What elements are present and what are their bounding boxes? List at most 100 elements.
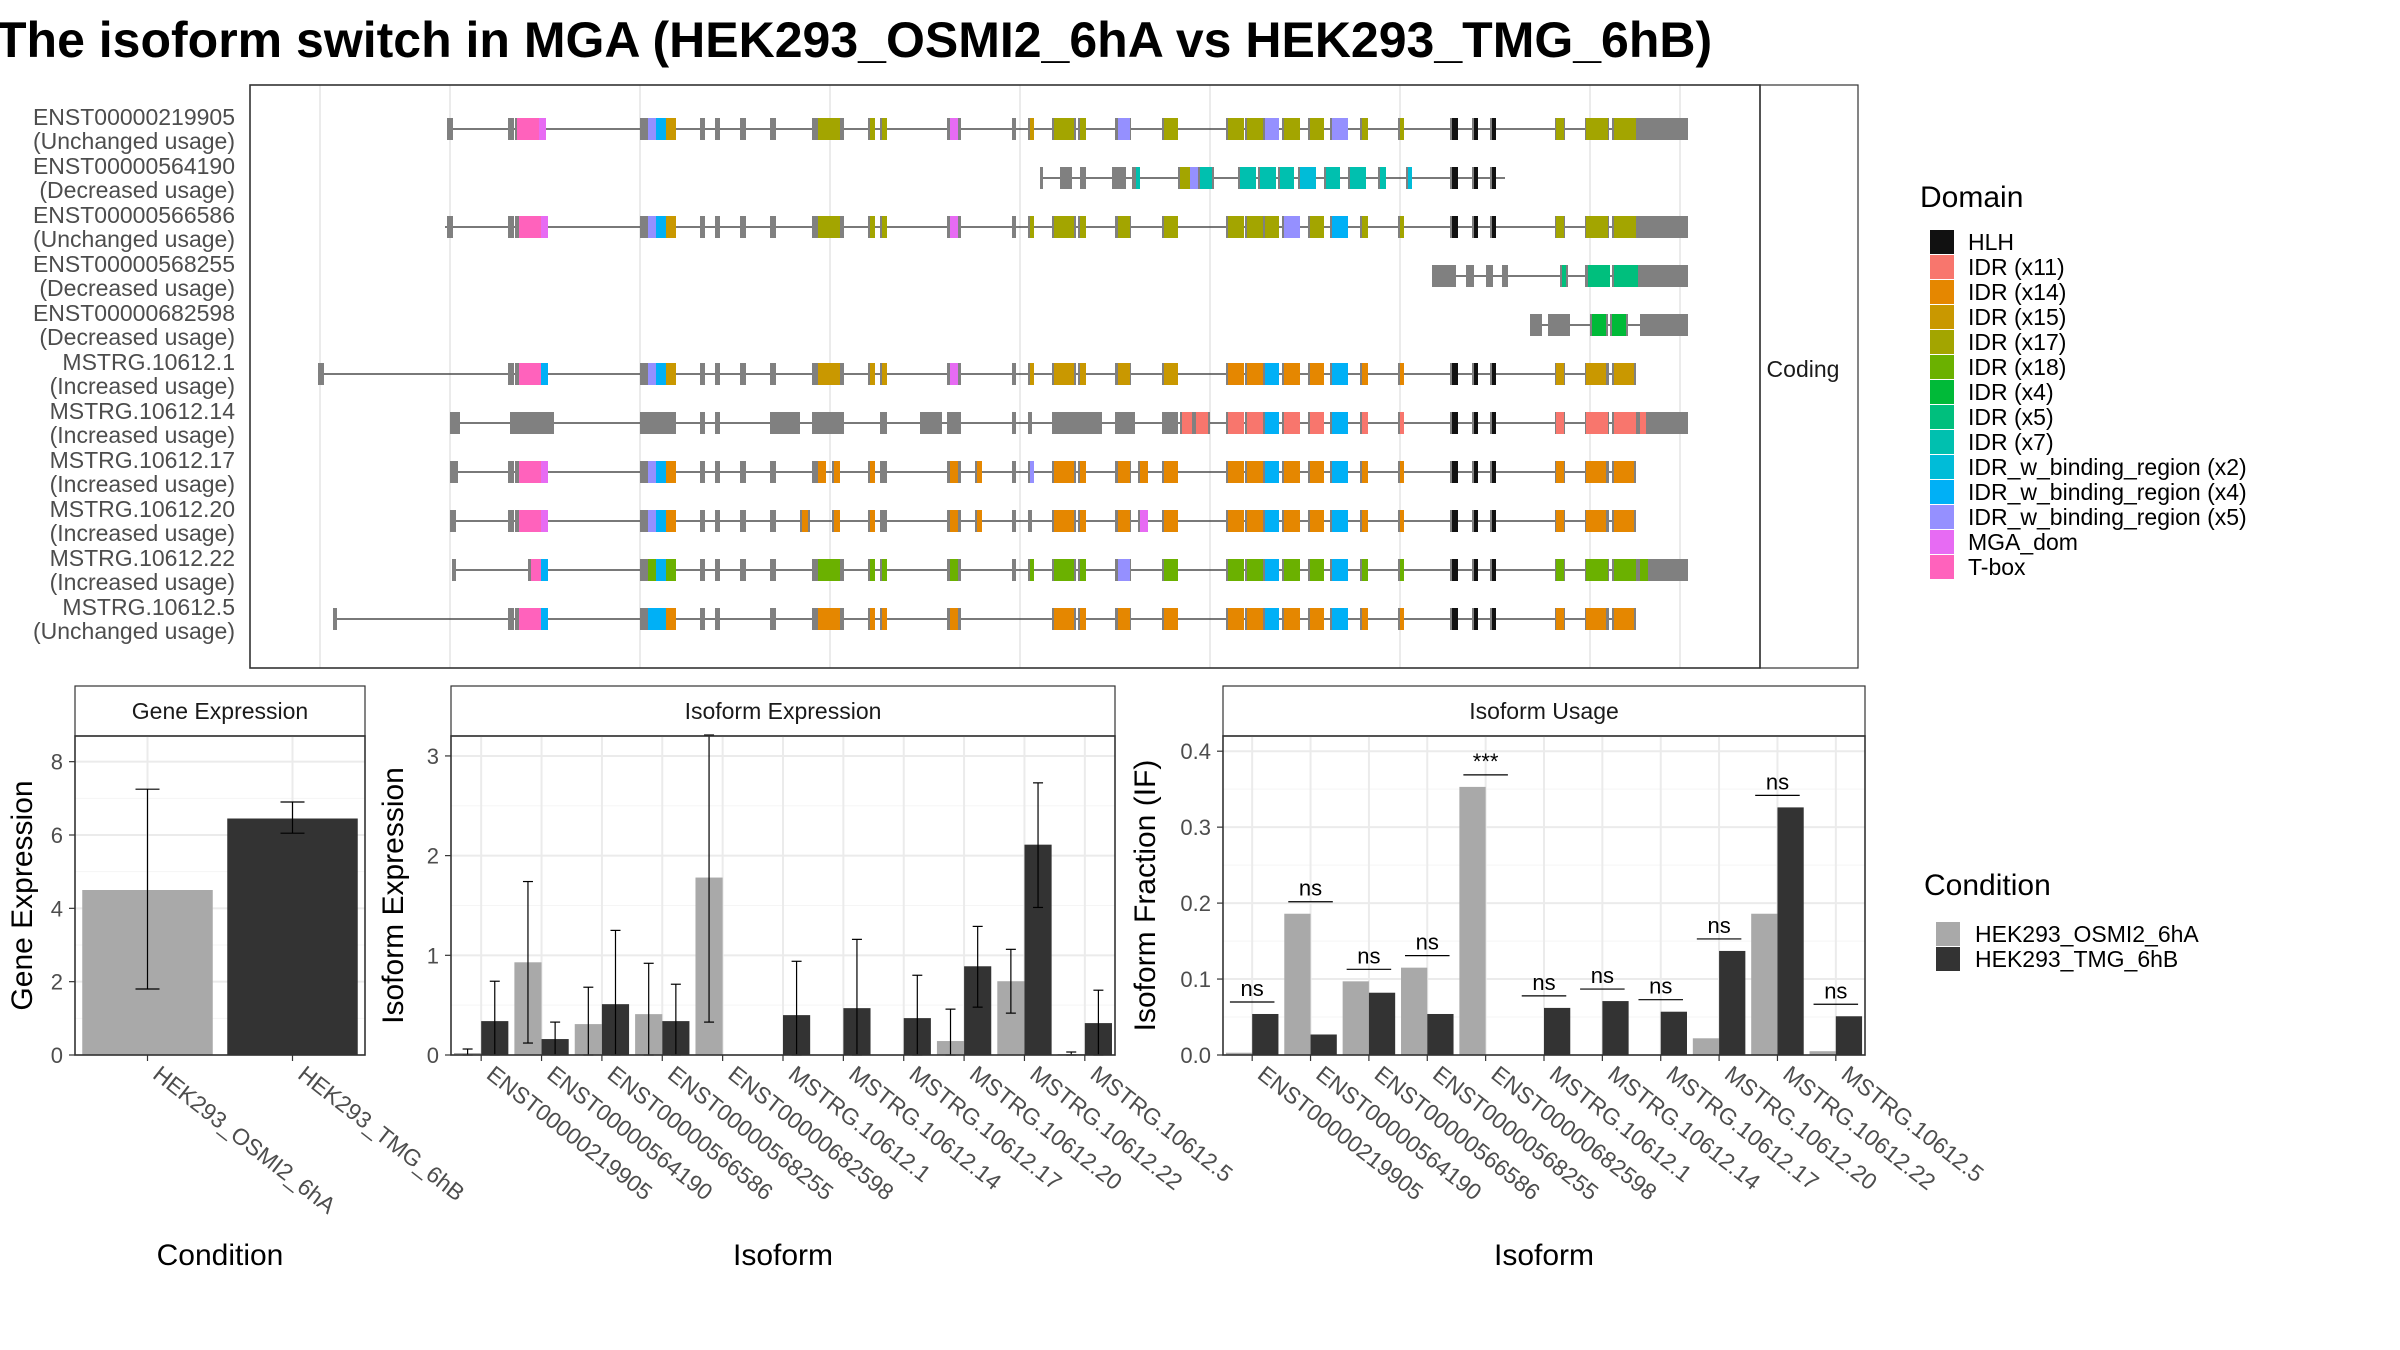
domain-legend-label: IDR_w_binding_region (x4) (1968, 479, 2247, 505)
exon-block (1060, 167, 1072, 189)
domain-block (1592, 314, 1606, 336)
condition-legend-label: HEK293_TMG_6hB (1975, 946, 2178, 972)
y-tick-label: 0.2 (1180, 891, 1211, 916)
domain-block (1310, 559, 1324, 581)
panel-title: Isoform Usage (1469, 698, 1619, 724)
panel-strip (1222, 685, 1866, 737)
domain-block (1284, 461, 1300, 483)
domain-block (818, 118, 840, 140)
domain-block (870, 216, 875, 238)
domain-block (1452, 216, 1458, 238)
exon-block (770, 363, 776, 385)
exon-block (700, 510, 705, 532)
isoform-label-usage: (Increased usage) (50, 422, 235, 448)
exon-block (1012, 559, 1016, 581)
domain-block (1247, 363, 1263, 385)
domain-block (1492, 510, 1496, 532)
domain-block (1474, 461, 1478, 483)
domain-block (1118, 559, 1130, 581)
domain-block (1190, 167, 1198, 189)
exon-block (880, 510, 887, 532)
domain-block (1474, 510, 1478, 532)
domain-block (1452, 167, 1458, 189)
exon-block (740, 510, 746, 532)
bar (1602, 1001, 1629, 1055)
domain-block (1556, 461, 1564, 483)
y-tick-label: 0.1 (1180, 967, 1211, 992)
isoform-structure-row (450, 461, 1636, 483)
exon-block (1640, 265, 1688, 287)
y-tick-label: 0 (51, 1043, 63, 1068)
domain-block (950, 559, 958, 581)
domain-block (1556, 559, 1564, 581)
domain-block (1492, 216, 1496, 238)
domain-block (1452, 461, 1458, 483)
domain-block (1265, 510, 1279, 532)
domain-block (1284, 216, 1300, 238)
exon-block (880, 412, 887, 434)
exon-block (1640, 412, 1688, 434)
bar (1252, 1013, 1279, 1055)
isoform-usage-panel: Isoform Usage ns ns ns ns *** ns ns ns ns ns ns 0.0 0… (1129, 685, 1989, 1272)
domain-block (1265, 118, 1279, 140)
domain-legend-key (1930, 280, 1954, 304)
domain-block (950, 608, 958, 630)
y-tick-label: 0.0 (1180, 1043, 1211, 1068)
domain-block (1614, 118, 1636, 140)
domain-block (1452, 510, 1458, 532)
domain-block (1586, 412, 1608, 434)
domain-block (1164, 118, 1178, 140)
exon-block (1040, 167, 1043, 189)
domain-block (1118, 363, 1130, 385)
domain-block (656, 559, 666, 581)
exon-block (1486, 265, 1493, 287)
domain-block (519, 608, 541, 630)
exon-block (508, 608, 514, 630)
exon-block (1080, 167, 1086, 189)
figure-title: The isoform switch in MGA (HEK293_OSMI2_… (0, 12, 1712, 68)
domain-block (1474, 412, 1478, 434)
domain-block (1492, 363, 1496, 385)
isoform-structure-panel: ENST00000219905(Unchanged usage)ENST0000… (33, 84, 1859, 669)
domain-block (1030, 363, 1034, 385)
exon-block (333, 608, 337, 630)
isoform-label-usage: (Decreased usage) (39, 275, 235, 301)
exon-block (318, 363, 324, 385)
exon-block (1162, 412, 1178, 434)
domain-block (1614, 559, 1636, 581)
bar (1719, 950, 1746, 1055)
domain-block (1400, 461, 1404, 483)
isoform-label-usage: (Increased usage) (50, 569, 235, 595)
bar (1459, 786, 1486, 1055)
exon-block (700, 559, 705, 581)
domain-block (1332, 363, 1348, 385)
exon-block (812, 412, 844, 434)
domain-block (818, 363, 840, 385)
exon-block (920, 412, 942, 434)
domain-block (1474, 216, 1478, 238)
domain-block (1362, 412, 1368, 434)
domain-block (977, 510, 982, 532)
domain-block (1054, 510, 1074, 532)
domain-block (1030, 118, 1034, 140)
y-tick-label: 2 (51, 970, 63, 995)
domain-block (882, 608, 887, 630)
domain-block (818, 461, 826, 483)
domain-block (950, 118, 958, 140)
domain-block (870, 608, 875, 630)
domain-block (1556, 510, 1564, 532)
y-tick-label: 0 (427, 1043, 439, 1068)
domain-block (541, 608, 548, 630)
significance-label: ns (1649, 974, 1672, 999)
exon-block (1115, 412, 1135, 434)
condition-legend-key (1936, 947, 1960, 971)
significance-label: ns (1591, 963, 1614, 988)
domain-block (1080, 363, 1086, 385)
domain-block (950, 363, 958, 385)
exon-block (715, 510, 720, 532)
domain-block (1452, 363, 1458, 385)
bar (1342, 981, 1369, 1055)
domain-block (1118, 118, 1130, 140)
domain-block (1408, 167, 1412, 189)
